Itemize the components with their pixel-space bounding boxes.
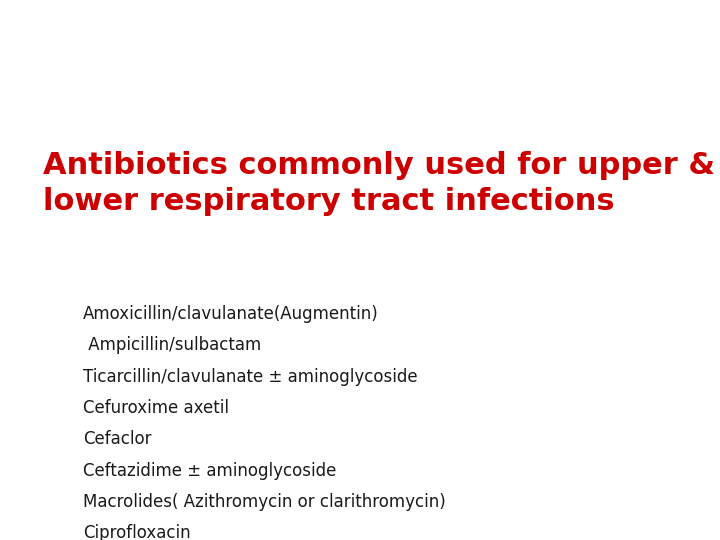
Text: Cefaclor: Cefaclor [83, 430, 151, 448]
Text: Antibiotics commonly used for upper &
lower respiratory tract infections: Antibiotics commonly used for upper & lo… [43, 151, 715, 216]
Text: Ciprofloxacin: Ciprofloxacin [83, 524, 190, 540]
Text: Macrolides( Azithromycin or clarithromycin): Macrolides( Azithromycin or clarithromyc… [83, 493, 446, 511]
Text: Ticarcillin/clavulanate ± aminoglycoside: Ticarcillin/clavulanate ± aminoglycoside [83, 368, 418, 386]
Text: Ampicillin/sulbactam: Ampicillin/sulbactam [83, 336, 261, 354]
Text: Cefuroxime axetil: Cefuroxime axetil [83, 399, 229, 417]
Text: Ceftazidime ± aminoglycoside: Ceftazidime ± aminoglycoside [83, 462, 336, 480]
Text: Amoxicillin/clavulanate(Augmentin): Amoxicillin/clavulanate(Augmentin) [83, 305, 379, 323]
